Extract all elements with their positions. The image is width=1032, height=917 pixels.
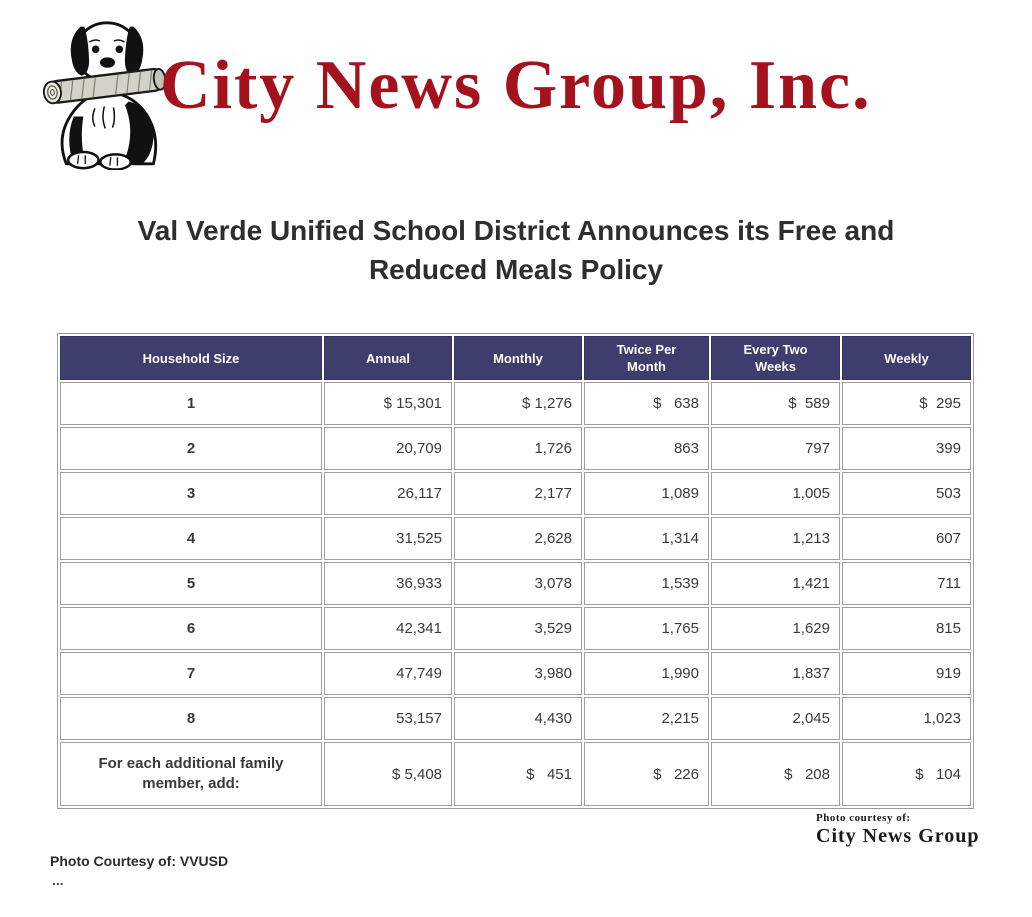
table-cell-additional-member-label: For each additional family member, add: (60, 742, 322, 806)
table-cell-weekly: 1,023 (842, 697, 971, 740)
table-cell-every-two-weeks: 1,005 (711, 472, 840, 515)
table-cell-annual: 36,933 (324, 562, 452, 605)
table-cell-household-size: 7 (60, 652, 322, 695)
table-cell-twice-per-month: 2,215 (584, 697, 709, 740)
table-cell-every-two-weeks: $ 589 (711, 382, 840, 425)
table-cell-monthly: 3,980 (454, 652, 582, 695)
page-title: Val Verde Unified School District Announ… (0, 211, 1032, 289)
table-cell-every-two-weeks: 1,837 (711, 652, 840, 695)
table-cell-annual: 42,341 (324, 607, 452, 650)
table-cell-twice-per-month: 1,539 (584, 562, 709, 605)
table-cell-twice-per-month: 1,990 (584, 652, 709, 695)
city-news-group-watermark: Photo courtesy of: City News Group (816, 812, 980, 848)
table-cell-weekly: 919 (842, 652, 971, 695)
table-cell-monthly: $ 1,276 (454, 382, 582, 425)
table-cell-weekly: 711 (842, 562, 971, 605)
column-header-weekly: Weekly (842, 336, 971, 380)
company-name: City News Group, Inc. (160, 47, 872, 124)
table-row: 5 36,933 3,078 1,539 1,421 711 (60, 562, 971, 605)
table-row: 8 53,157 4,430 2,215 2,045 1,023 (60, 697, 971, 740)
table-row: 3 26,117 2,177 1,089 1,005 503 (60, 472, 971, 515)
table-cell-twice-per-month: 1,765 (584, 607, 709, 650)
column-header-every-two-weeks: Every Two Weeks (711, 336, 840, 380)
table-cell-household-size: 1 (60, 382, 322, 425)
table-cell-annual: 26,117 (324, 472, 452, 515)
truncation-ellipsis: ... (52, 872, 64, 888)
table-row: 4 31,525 2,628 1,314 1,213 607 (60, 517, 971, 560)
table-cell-every-two-weeks: 1,213 (711, 517, 840, 560)
table-cell-twice-per-month: 863 (584, 427, 709, 470)
table-cell-twice-per-month: 1,089 (584, 472, 709, 515)
income-eligibility-table-wrap: Household Size Annual Monthly Twice Per … (57, 333, 974, 809)
table-cell-twice-per-month: 1,314 (584, 517, 709, 560)
table-cell-twice-per-month: $ 226 (584, 742, 709, 806)
table-cell-annual: 47,749 (324, 652, 452, 695)
table-cell-monthly: 4,430 (454, 697, 582, 740)
table-cell-annual: 31,525 (324, 517, 452, 560)
table-cell-household-size: 5 (60, 562, 322, 605)
table-cell-household-size: 2 (60, 427, 322, 470)
table-row-additional-member: For each additional family member, add: … (60, 742, 971, 806)
table-cell-twice-per-month: $ 638 (584, 382, 709, 425)
column-header-monthly: Monthly (454, 336, 582, 380)
income-eligibility-table: Household Size Annual Monthly Twice Per … (57, 333, 974, 809)
table-cell-annual: 20,709 (324, 427, 452, 470)
photo-credit: Photo Courtesy of: VVUSD (50, 853, 229, 869)
column-header-annual: Annual (324, 336, 452, 380)
page-title-line-1: Val Verde Unified School District Announ… (137, 215, 895, 246)
table-cell-monthly: 2,628 (454, 517, 582, 560)
table-cell-every-two-weeks: $ 208 (711, 742, 840, 806)
watermark-brand: City News Group (816, 825, 980, 847)
table-cell-weekly: 607 (842, 517, 971, 560)
table-cell-weekly: $ 104 (842, 742, 971, 806)
table-cell-household-size: 3 (60, 472, 322, 515)
table-cell-weekly: 815 (842, 607, 971, 650)
table-cell-monthly: 1,726 (454, 427, 582, 470)
dog-with-newspaper-icon (36, 10, 178, 175)
table-row: 1 $ 15,301 $ 1,276 $ 638 $ 589 $ 295 (60, 382, 971, 425)
table-row: 2 20,709 1,726 863 797 399 (60, 427, 971, 470)
page-title-line-2: Reduced Meals Policy (368, 254, 664, 285)
table-cell-monthly: 3,078 (454, 562, 582, 605)
watermark-caption: Photo courtesy of: (816, 812, 911, 824)
table-cell-weekly: 503 (842, 472, 971, 515)
table-row: 6 42,341 3,529 1,765 1,629 815 (60, 607, 971, 650)
table-cell-monthly: 3,529 (454, 607, 582, 650)
table-cell-annual: 53,157 (324, 697, 452, 740)
table-cell-every-two-weeks: 1,629 (711, 607, 840, 650)
column-header-twice-per-month: Twice Per Month (584, 336, 709, 380)
table-cell-monthly: $ 451 (454, 742, 582, 806)
table-cell-household-size: 4 (60, 517, 322, 560)
table-cell-annual: $ 5,408 (324, 742, 452, 806)
table-cell-every-two-weeks: 797 (711, 427, 840, 470)
table-header-row: Household Size Annual Monthly Twice Per … (60, 336, 971, 380)
table-cell-weekly: 399 (842, 427, 971, 470)
table-cell-weekly: $ 295 (842, 382, 971, 425)
table-cell-household-size: 8 (60, 697, 322, 740)
table-cell-every-two-weeks: 1,421 (711, 562, 840, 605)
table-cell-annual: $ 15,301 (324, 382, 452, 425)
table-cell-household-size: 6 (60, 607, 322, 650)
table-cell-every-two-weeks: 2,045 (711, 697, 840, 740)
table-row: 7 47,749 3,980 1,990 1,837 919 (60, 652, 971, 695)
table-cell-monthly: 2,177 (454, 472, 582, 515)
column-header-household-size: Household Size (60, 336, 322, 380)
